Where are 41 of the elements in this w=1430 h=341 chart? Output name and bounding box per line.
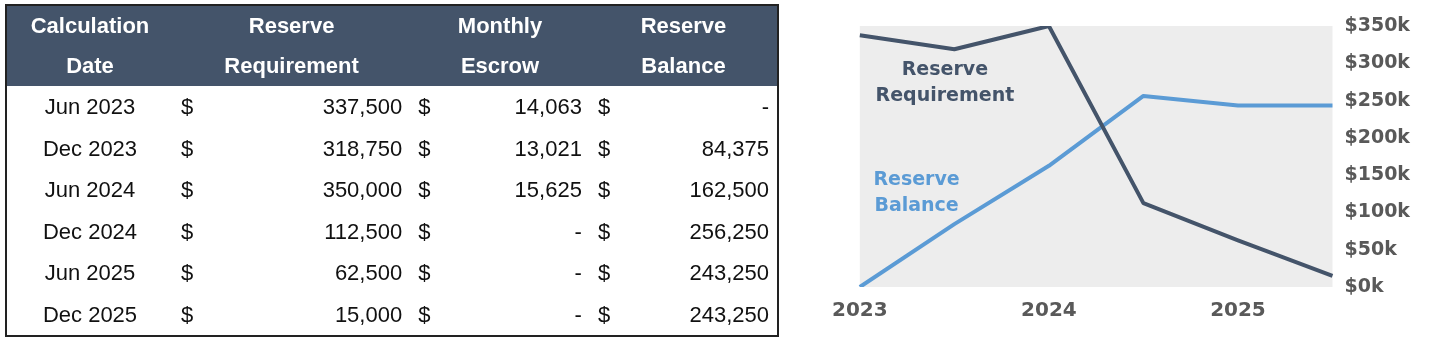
data-label: $ 350,000 <box>181 176 403 204</box>
y-tick-label: $100k <box>1344 199 1411 222</box>
text: Calculation Date <box>7 6 173 86</box>
category-label: Dec 2023 <box>41 134 139 163</box>
y-tick-label: $350k <box>1344 12 1411 35</box>
data-label: $ 337,500 <box>181 93 403 121</box>
y-tick-label: $250k <box>1344 87 1411 110</box>
data-label: $ - <box>418 217 582 246</box>
y-tick-label: $50k <box>1344 236 1398 259</box>
y-tick-label: $0k <box>1344 273 1384 296</box>
data-label: $ 14,063 <box>418 93 582 121</box>
series-label: Reserve Requirement <box>875 57 1015 106</box>
category-label: Jun 2025 <box>43 259 137 287</box>
y-tick-label: $300k <box>1344 50 1411 73</box>
data-label: $ 84,375 <box>597 134 769 163</box>
y-tick-label: $150k <box>1344 162 1411 185</box>
data-label: $ 318,750 <box>181 134 403 163</box>
series-label: Reserve Balance <box>873 166 960 215</box>
data-label: $ 243,250 <box>597 300 769 329</box>
text: Reserve Requirement <box>173 6 411 86</box>
category-label: Jun 2023 <box>43 93 137 121</box>
data-label: $ - <box>418 300 582 329</box>
category-label: Dec 2025 <box>41 300 139 329</box>
data-label: $ 112,500 <box>181 217 403 246</box>
data-label: $ 62,500 <box>181 259 403 287</box>
data-label: $ - <box>597 93 769 121</box>
data-label: $ 162,500 <box>597 176 769 204</box>
category-label: Dec 2024 <box>41 217 139 246</box>
x-tick-label: 2024 <box>1021 297 1077 322</box>
category-label: Jun 2024 <box>43 176 137 204</box>
data-label: $ 243,250 <box>597 259 769 287</box>
x-tick-label: 2025 <box>1210 297 1266 322</box>
data-label: $ - <box>418 259 582 287</box>
y-tick-label: $200k <box>1344 124 1411 147</box>
data-label: $ 13,021 <box>418 134 582 163</box>
data-label: $ 15,000 <box>181 300 403 329</box>
x-tick-label: 2023 <box>832 297 888 322</box>
data-label: $ 15,625 <box>418 176 582 204</box>
text: Monthly Escrow <box>410 6 590 86</box>
text: Reserve Balance <box>589 6 777 86</box>
data-label: $ 256,250 <box>597 217 769 246</box>
